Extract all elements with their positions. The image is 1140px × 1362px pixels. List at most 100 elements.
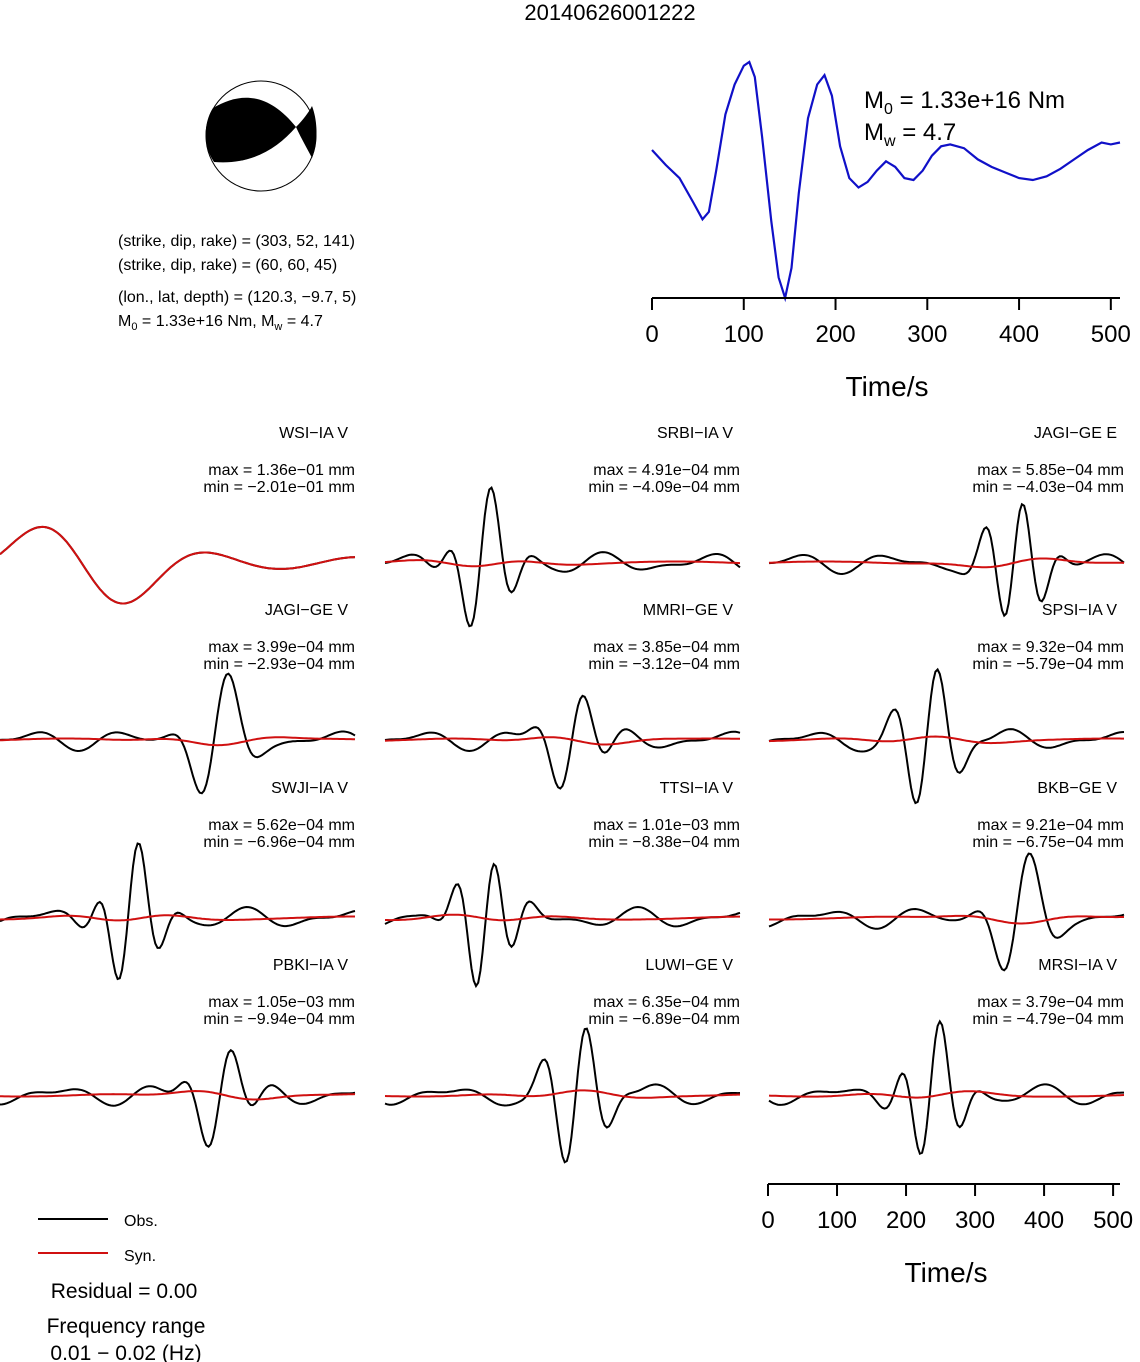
stf-magnitude-label: Mw = 4.7 xyxy=(864,119,956,150)
synthetic-trace xyxy=(769,914,1124,925)
synthetic-trace xyxy=(384,559,741,568)
synthetic-trace xyxy=(385,913,740,922)
stf-tick-label: 500 xyxy=(1091,321,1131,348)
synthetic-trace xyxy=(0,736,356,747)
synthetic-trace xyxy=(0,1089,356,1101)
station-name: TTSI−IA V xyxy=(660,780,734,797)
station-max: max = 1.01e−03 mm xyxy=(593,817,740,834)
station-name: BKB−GE V xyxy=(1037,780,1117,797)
observed-trace xyxy=(384,694,741,790)
waveform-x-axis-label: Time/s xyxy=(905,1257,988,1288)
observed-trace xyxy=(0,672,356,795)
station-max: max = 3.79e−04 mm xyxy=(977,994,1124,1011)
synthetic-trace xyxy=(0,525,356,605)
stf-x-ticks: 0 100 200 300 400 500 xyxy=(645,298,1131,348)
nodal-plane-1: (strike, dip, rake) = (303, 52, 141) xyxy=(118,233,355,250)
moment-summary: M0 = 1.33e+16 Nm, Mw = 4.7 xyxy=(118,313,323,333)
legend-obs-label: Obs. xyxy=(124,1213,158,1230)
observed-trace xyxy=(0,842,356,981)
stf-tick-label: 100 xyxy=(724,321,764,348)
event-location: (lon., lat, depth) = (120.3, −9.7, 5) xyxy=(118,289,356,306)
observed-trace xyxy=(768,502,1125,618)
station-name: MRSI−IA V xyxy=(1038,957,1117,974)
waveform-time-axis: 0 100 200 300 400 500 Time/s xyxy=(761,1183,1133,1288)
station-max: max = 1.36e−01 mm xyxy=(208,462,355,479)
observed-trace xyxy=(0,1048,356,1149)
station-min: min = −4.03e−04 mm xyxy=(972,479,1124,496)
station-max: max = 1.05e−03 mm xyxy=(208,994,355,1011)
beachball-compression-right xyxy=(296,106,317,158)
station-name: PBKI−IA V xyxy=(273,957,348,974)
station-max: max = 9.32e−04 mm xyxy=(977,639,1124,656)
waveform-tick-label: 200 xyxy=(886,1207,926,1234)
synthetic-trace xyxy=(768,1090,1125,1099)
legend-syn-label: Syn. xyxy=(124,1248,156,1265)
station-max: max = 5.85e−04 mm xyxy=(977,462,1124,479)
beachball-compression-left xyxy=(205,97,296,163)
stf-tick-label: 400 xyxy=(999,321,1039,348)
station-max: max = 3.99e−04 mm xyxy=(208,639,355,656)
waveform-tick-label: 400 xyxy=(1024,1207,1064,1234)
synthetic-trace xyxy=(384,1089,740,1099)
observed-trace xyxy=(384,486,741,628)
stf-x-axis-label: Time/s xyxy=(846,371,929,402)
station-min: min = −2.01e−01 mm xyxy=(203,479,355,496)
waveform-tick-label: 0 xyxy=(761,1207,774,1234)
waveform-tick-label: 300 xyxy=(955,1207,995,1234)
frequency-range-value: 0.01 − 0.02 (Hz) xyxy=(50,1342,201,1362)
synthetic-trace xyxy=(0,914,355,922)
residual-label: Residual = 0.00 xyxy=(51,1280,198,1303)
observed-trace xyxy=(0,525,356,605)
station-name: MMRI−GE V xyxy=(643,602,734,619)
station-name: WSI−IA V xyxy=(279,425,348,442)
focal-parameters: (strike, dip, rake) = (303, 52, 141) (st… xyxy=(118,233,356,333)
station-max: max = 9.21e−04 mm xyxy=(977,817,1124,834)
source-time-function-plot: M0 = 1.33e+16 Nm Mw = 4.7 0 100 200 300 400 5… xyxy=(645,60,1131,402)
station-min: min = −4.09e−04 mm xyxy=(588,479,740,496)
nodal-plane-2: (strike, dip, rake) = (60, 60, 45) xyxy=(118,257,337,274)
observed-trace xyxy=(768,852,1125,972)
stf-series-line xyxy=(651,60,1121,303)
station-name: SPSI−IA V xyxy=(1042,602,1117,619)
stf-tick-label: 300 xyxy=(907,321,947,348)
station-name: SWJI−IA V xyxy=(271,780,348,797)
station-name: LUWI−GE V xyxy=(645,957,733,974)
synthetic-trace xyxy=(768,557,1125,569)
waveform-tick-label: 100 xyxy=(817,1207,857,1234)
waveform-tick-label: 500 xyxy=(1093,1207,1133,1234)
station-max: max = 4.91e−04 mm xyxy=(593,462,740,479)
legend: Obs. Syn. Residual = 0.00 Frequency rang… xyxy=(38,1213,205,1362)
station-max: max = 6.35e−04 mm xyxy=(593,994,740,1011)
station-min: min = −9.94e−04 mm xyxy=(203,1011,355,1028)
observed-trace xyxy=(768,667,1125,805)
station-name: SRBI−IA V xyxy=(657,425,733,442)
synthetic-trace xyxy=(768,735,1124,745)
station-name: JAGI−GE V xyxy=(265,602,348,619)
station-name: JAGI−GE E xyxy=(1034,425,1117,442)
figure-title: 20140626001222 xyxy=(524,0,695,25)
station-min: min = −4.79e−04 mm xyxy=(972,1011,1124,1028)
frequency-range-label: Frequency range xyxy=(47,1315,206,1338)
stf-tick-label: 200 xyxy=(816,321,856,348)
station-min: min = −5.79e−04 mm xyxy=(972,656,1124,673)
station-min: min = −6.89e−04 mm xyxy=(588,1011,740,1028)
station-max: max = 5.62e−04 mm xyxy=(208,817,355,834)
waveform-x-ticks: 0 100 200 300 400 500 xyxy=(761,1184,1133,1234)
station-min: min = −6.96e−04 mm xyxy=(203,834,355,851)
station-min: min = −2.93e−04 mm xyxy=(203,656,355,673)
stf-moment-label: M0 = 1.33e+16 Nm xyxy=(864,87,1065,118)
observed-trace xyxy=(768,1019,1124,1156)
